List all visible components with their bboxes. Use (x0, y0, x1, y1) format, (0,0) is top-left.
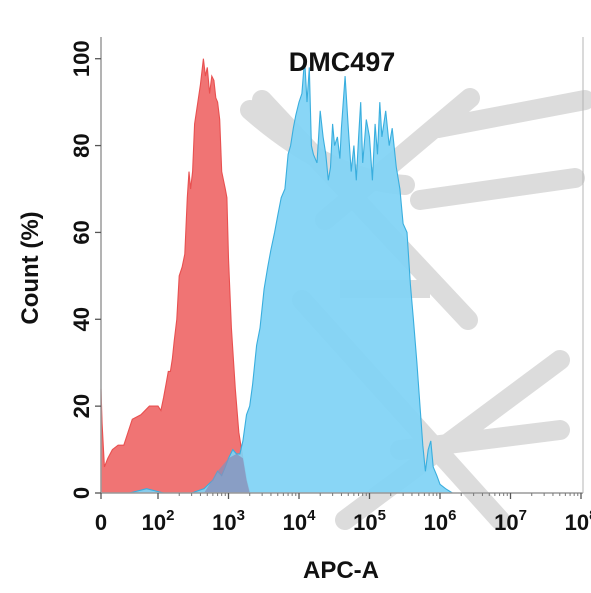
chart-title: DMC497 (289, 47, 396, 77)
y-tick-label: 100 (69, 40, 94, 77)
y-tick-label: 0 (69, 487, 94, 499)
axes-layer (100, 37, 584, 494)
x-tick-label: 102 (142, 507, 175, 535)
x-tick-label: 104 (283, 507, 316, 535)
y-tick-label: 40 (69, 307, 94, 331)
x-tick-label: 106 (424, 507, 457, 535)
y-tick-label: 60 (69, 220, 94, 244)
y-tick-label: 20 (69, 394, 94, 418)
x-tick-label: 107 (494, 507, 527, 535)
y-tick-label: 80 (69, 133, 94, 157)
x-tick-label: 105 (353, 507, 386, 535)
y-axis-title: Count (%) (17, 211, 44, 324)
series-area-1 (100, 58, 251, 494)
x-tick-label: 0 (95, 510, 107, 535)
series-layer (96, 58, 455, 494)
series-area-2 (96, 58, 455, 494)
series-overlap (204, 453, 250, 493)
x-axis-title: APC-A (303, 557, 379, 584)
x-tick-label: 108 (565, 507, 591, 535)
x-tick-label: 103 (212, 507, 245, 535)
